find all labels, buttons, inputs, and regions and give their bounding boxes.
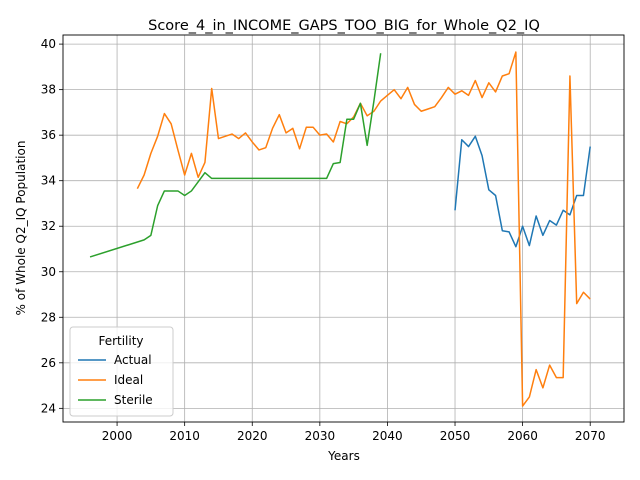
x-axis-label: Years (327, 449, 360, 463)
x-tick-label: 2010 (169, 429, 200, 443)
y-tick-label: 28 (41, 310, 56, 324)
y-tick-label: 36 (41, 128, 56, 142)
x-tick-label: 2000 (102, 429, 133, 443)
y-tick-label: 26 (41, 356, 56, 370)
series-line-actual (454, 135, 591, 248)
legend-label-sterile: Sterile (114, 393, 153, 407)
x-tick-label: 2050 (440, 429, 471, 443)
series-line-ideal (136, 51, 591, 407)
legend: Fertility Actual Ideal Sterile (69, 326, 174, 417)
x-tick-label: 2040 (372, 429, 403, 443)
legend-entries: Actual Ideal Sterile (78, 353, 153, 407)
axis-ticks: 2000 2010 2020 2030 2040 2050 2060 2070 24 26 28 30… (41, 37, 606, 443)
x-tick-label: 2020 (237, 429, 268, 443)
y-tick-label: 30 (41, 265, 56, 279)
series-line-sterile (89, 53, 382, 258)
y-tick-label: 24 (41, 401, 56, 415)
chart-title: Score_4_in_INCOME_GAPS_TOO_BIG_for_Whole… (148, 18, 540, 34)
legend-label-ideal: Ideal (114, 373, 143, 387)
y-tick-label: 40 (41, 37, 56, 51)
y-tick-label: 34 (41, 174, 56, 188)
y-tick-label: 38 (41, 83, 56, 97)
x-tick-label: 2030 (305, 429, 336, 443)
x-tick-label: 2070 (575, 429, 606, 443)
legend-label-actual: Actual (114, 353, 152, 367)
y-axis-label: % of Whole Q2_IQ Population (14, 141, 28, 316)
y-tick-label: 32 (41, 219, 56, 233)
legend-title: Fertility (98, 334, 143, 348)
x-tick-label: 2060 (507, 429, 538, 443)
plot-frame (62, 34, 625, 423)
legend-box (69, 326, 174, 417)
series-lines (89, 51, 591, 407)
